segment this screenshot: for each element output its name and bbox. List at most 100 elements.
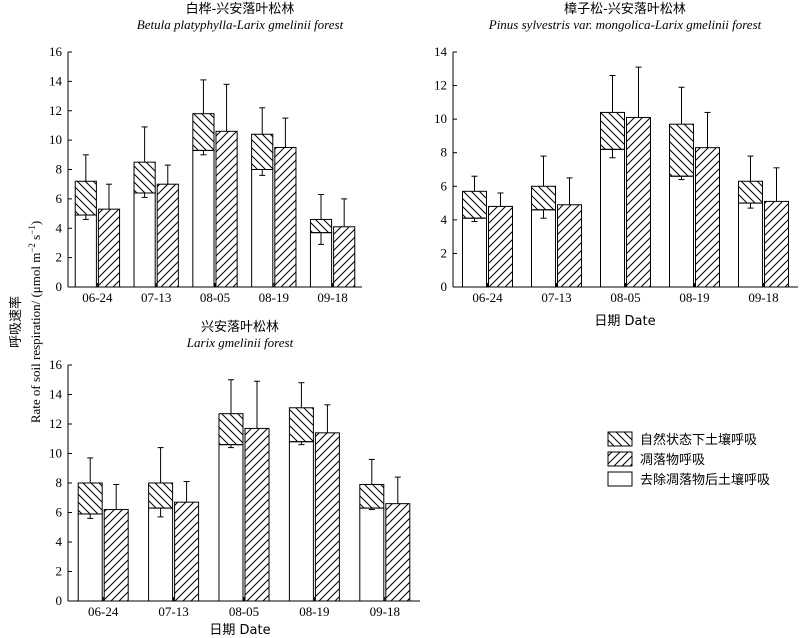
bar-removed-litter: [359, 507, 385, 602]
bar-natural-segment: [251, 133, 274, 170]
y-tick-label: 0: [441, 279, 448, 294]
bar-natural-segment: [77, 482, 103, 515]
bar-natural-segment: [133, 161, 156, 194]
legend-item-litter: 凋落物呼吸: [607, 451, 705, 468]
y-tick-label: 10: [49, 446, 62, 461]
y-tick-label: 16: [49, 44, 63, 59]
panel-2-title-en: Pinus sylvestris var. mongolica-Larix gm…: [488, 17, 762, 32]
legend-swatch-removed: [607, 471, 633, 487]
x-tick-label: 09-18: [370, 604, 400, 619]
legend-label-natural: 自然状态下土壤呼吸: [640, 432, 757, 448]
y-tick-label: 6: [56, 505, 63, 520]
panel-2: 樟子松-兴安落叶松林 Pinus sylvestris var. mongoli…: [434, 2, 798, 329]
y-tick-label: 14: [49, 387, 63, 402]
y-tick-label: 2: [56, 250, 63, 265]
bar-removed-litter: [192, 149, 215, 288]
bar-removed-litter: [288, 441, 314, 602]
panel-3-plot: 0 2 4 6 8 10 12 14 16 06-24 07-13 08-05 08-19 09-18: [49, 357, 420, 619]
bar-removed-litter: [251, 169, 274, 288]
bar-removed-litter: [600, 148, 625, 288]
y-tick-label: 0: [56, 279, 63, 294]
panel-2-plot: 0 2 4 6 8 10 12 14 06-24 07-13 08-05 08-19 09-18: [434, 44, 798, 305]
x-tick-label: 08-19: [299, 604, 329, 619]
bar-litter: [314, 432, 340, 602]
bar-removed-litter: [74, 214, 97, 288]
bar-natural-segment: [600, 111, 625, 150]
x-tick-label: 08-19: [259, 290, 289, 305]
bar-litter: [244, 427, 270, 602]
y-tick-label: 8: [56, 162, 63, 177]
x-tick-label: 09-18: [317, 290, 347, 305]
y-tick-label: 12: [434, 78, 447, 93]
legend-item-removed: 去除凋落物后土壤呼吸: [607, 471, 770, 488]
y-tick-label: 4: [441, 212, 448, 227]
bar-litter: [274, 146, 297, 288]
bar-litter: [557, 204, 582, 288]
bar-removed-litter: [133, 192, 156, 288]
bar-natural-segment: [192, 113, 215, 151]
bar-removed-litter: [738, 202, 763, 288]
panel-3-title-cn: 兴安落叶松林: [201, 320, 279, 335]
bar-litter: [174, 501, 200, 602]
x-tick-label: 06-24: [82, 290, 113, 305]
bar-natural-segment: [309, 218, 333, 234]
x-tick-label: 09-18: [748, 290, 778, 305]
bar-natural-segment: [359, 483, 385, 509]
x-tick-label: 08-05: [229, 604, 259, 619]
panel-1-plot: 0 2 4 6 8 10 12 14 16 06-24 07-13 08-05 08-19 09-18: [49, 44, 362, 305]
bar-natural-segment: [669, 123, 694, 177]
y-label-en-sup1: −2: [27, 243, 37, 253]
bar-natural-segment: [288, 407, 314, 443]
legend-item-natural: 自然状态下土壤呼吸: [607, 431, 757, 448]
bar-litter: [215, 130, 238, 288]
y-tick-label: 16: [49, 357, 63, 372]
y-tick-label: 10: [49, 132, 62, 147]
bar-natural-segment: [738, 180, 763, 204]
y-tick-label: 12: [49, 103, 62, 118]
panel-3: 兴安落叶松林 Larix gmelinii forest 0 2 4 6 8 10 12 14…: [49, 320, 420, 638]
y-label-en-prefix: Rate of soil respiration/ (μmol m: [28, 253, 43, 424]
bar-natural-segment: [148, 482, 174, 509]
panel-2-title-cn: 樟子松-兴安落叶松林: [564, 2, 686, 17]
y-tick-label: 6: [441, 178, 448, 193]
y-tick-label: 14: [434, 44, 448, 59]
bar-litter: [97, 208, 121, 288]
bar-litter: [156, 183, 179, 288]
bar-removed-litter: [531, 209, 556, 288]
bar-removed-litter: [462, 217, 487, 288]
bar-removed-litter: [669, 175, 694, 288]
x-tick-label: 06-24: [472, 290, 503, 305]
legend-label-removed: 去除凋落物后土壤呼吸: [640, 472, 770, 488]
x-tick-label: 08-05: [610, 290, 640, 305]
y-tick-label: 6: [56, 191, 63, 206]
legend-label-litter: 凋落物呼吸: [640, 453, 705, 468]
y-label-en-sup2: −1: [27, 225, 37, 235]
x-tick-label: 07-13: [141, 290, 171, 305]
bar-litter: [333, 226, 356, 288]
x-tick-label: 07-13: [158, 604, 188, 619]
panel-2-xlabel: 日期 Date: [594, 314, 655, 329]
y-tick-label: 8: [441, 145, 448, 160]
y-label-cn: 呼吸速率: [8, 296, 24, 348]
x-tick-label: 07-13: [541, 290, 571, 305]
panel-3-xlabel: 日期 Date: [209, 623, 270, 638]
x-tick-label: 08-05: [200, 290, 230, 305]
panel-1-title-cn: 白桦-兴安落叶松林: [186, 1, 295, 17]
bar-litter: [626, 116, 651, 288]
y-tick-label: 2: [56, 564, 63, 579]
y-tick-label: 10: [434, 111, 447, 126]
y-tick-label: 4: [56, 220, 63, 235]
y-tick-label: 8: [56, 475, 63, 490]
bar-natural-segment: [74, 180, 97, 216]
bar-litter: [103, 509, 129, 602]
bar-removed-litter: [148, 507, 174, 602]
bar-removed-litter: [77, 513, 103, 602]
y-axis-label: 呼吸速率 Rate of soil respiration/ (μmol m−2…: [8, 221, 43, 423]
y-tick-label: 12: [49, 416, 62, 431]
y-axis-label-text: 呼吸速率: [8, 296, 24, 348]
panel-3-title-en: Larix gmelinii forest: [186, 335, 294, 350]
x-tick-label: 06-24: [88, 604, 119, 619]
y-tick-label: 0: [56, 593, 63, 608]
bar-natural-segment: [462, 190, 487, 219]
